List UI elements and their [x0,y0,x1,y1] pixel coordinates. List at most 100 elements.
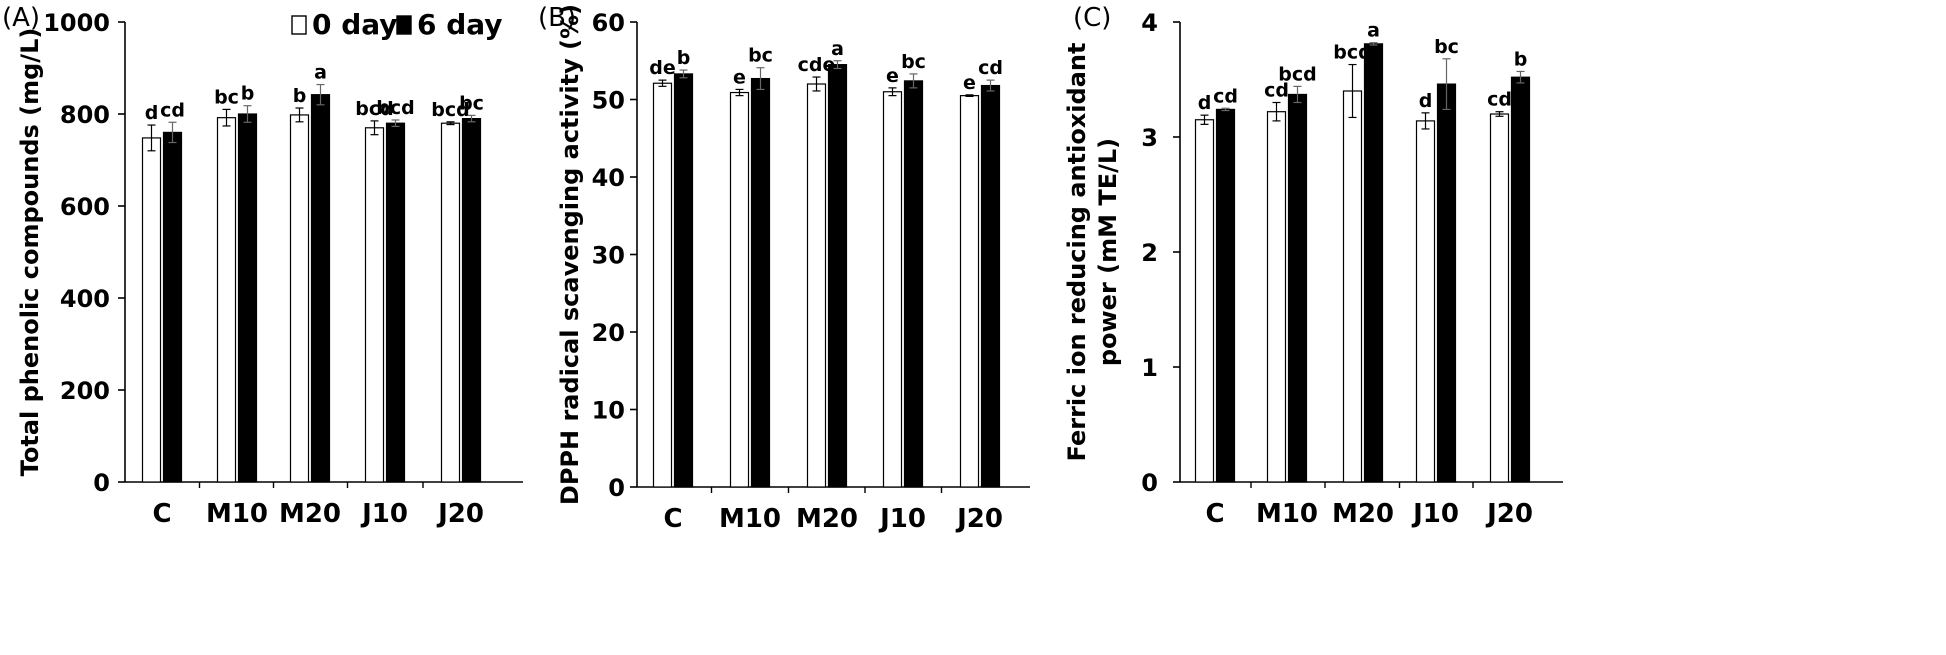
significance-letter: bc [748,45,773,67]
significance-letter: cd [160,99,185,121]
x-tick-label: M10 [719,504,781,534]
bar [1287,93,1308,483]
y-tick-label: 0 [608,474,625,502]
bar [1363,43,1384,483]
y-tick-label: 800 [60,101,110,129]
significance-letter: cd [1213,85,1238,107]
y-tick-label: 0 [93,469,110,497]
significance-letter: bcd [431,99,469,121]
bar [729,91,750,488]
y-tick-label: 50 [592,87,625,115]
bar [980,84,1001,488]
bar [882,91,903,488]
x-tick-label: J20 [1485,499,1533,529]
legend-label: 6 day [417,8,503,41]
significance-letter: bc [459,92,484,114]
bar [364,127,385,483]
y-tick-label: 20 [592,319,625,347]
y-tick-label: 400 [60,285,110,313]
significance-letter: bc [901,51,926,73]
significance-letter: bcd [376,97,414,119]
x-tick-label: J10 [1411,499,1459,529]
panel-label: (B) [538,3,576,33]
chart-panel: (C) 0 1 2 3 4 Ferric ion reducing antioxidant p… [1063,3,1563,529]
bar [141,137,162,483]
y-tick-label: 600 [60,193,110,221]
significance-letter: d [1419,90,1433,112]
panel-label: (A) [2,3,40,33]
y-tick-label: 10 [592,397,625,425]
x-tick-label: C [1205,499,1224,529]
x-tick-label: C [152,499,171,529]
bar [1489,113,1510,483]
y-axis-label: DPPH radical scavenging activity (%) [556,4,584,505]
significance-letter: cde [798,54,836,76]
bar [827,64,848,488]
x-tick-label: J10 [360,499,408,529]
significance-letter: b [1514,48,1528,70]
bar [310,94,331,483]
significance-letter: a [831,38,844,60]
significance-letter: cd [1264,80,1289,102]
x-tick-label: J20 [955,504,1003,534]
x-tick-label: M20 [796,504,858,534]
y-axis-label: power (mM TE/L) [1094,138,1122,366]
significance-letter: a [314,62,327,84]
x-tick-label: M10 [1256,499,1318,529]
y-axis-label: Total phenolic compounds (mg/L) [16,28,44,477]
bar [903,80,924,488]
y-tick-label: 1 [1141,354,1158,382]
bar [652,82,673,488]
significance-letter: bcd [1278,63,1316,85]
bar [750,77,771,488]
bar [806,83,827,488]
significance-letter: b [241,83,255,105]
bar [673,73,694,488]
significance-letter: bc [1434,36,1459,58]
y-tick-label: 30 [592,242,625,270]
bar [1215,108,1236,483]
y-axis-label: Ferric ion reducing antioxidant [1063,43,1091,462]
bar [237,113,258,483]
significance-letter: d [145,102,159,124]
y-tick-label: 200 [60,377,110,405]
bar [1436,83,1457,483]
x-tick-label: M20 [279,499,341,529]
bar [289,114,310,483]
significance-letter: a [1367,20,1380,42]
significance-letter: bcd [355,98,393,120]
legend-swatch [396,15,412,35]
significance-letter: e [733,66,746,88]
y-tick-label: 2 [1141,239,1158,267]
y-tick-label: 60 [592,9,625,37]
significance-letter: e [963,72,976,94]
y-tick-label: 1000 [43,9,110,37]
y-tick-label: 3 [1141,124,1158,152]
significance-letter: bc [214,86,239,108]
y-tick-label: 0 [1141,469,1158,497]
significance-letter: e [886,65,899,87]
significance-letter: bcd [1333,42,1371,64]
bar [385,122,406,483]
significance-letter: b [677,47,691,69]
panel-label: (C) [1073,3,1111,33]
legend-label: 0 day [312,8,398,41]
bar [1266,111,1287,483]
significance-letter: b [293,85,307,107]
bar [1194,119,1215,483]
significance-letter: de [649,57,676,79]
bar [162,131,183,483]
significance-letter: d [1198,92,1212,114]
significance-letter: cd [1487,89,1512,111]
bar [440,122,461,483]
x-tick-label: M10 [206,499,268,529]
y-tick-label: 40 [592,164,625,192]
x-tick-label: C [663,504,682,534]
x-tick-label: M20 [1332,499,1394,529]
x-tick-label: J20 [436,499,484,529]
legend-swatch [291,15,307,35]
bar [959,95,980,488]
bar [461,117,482,483]
